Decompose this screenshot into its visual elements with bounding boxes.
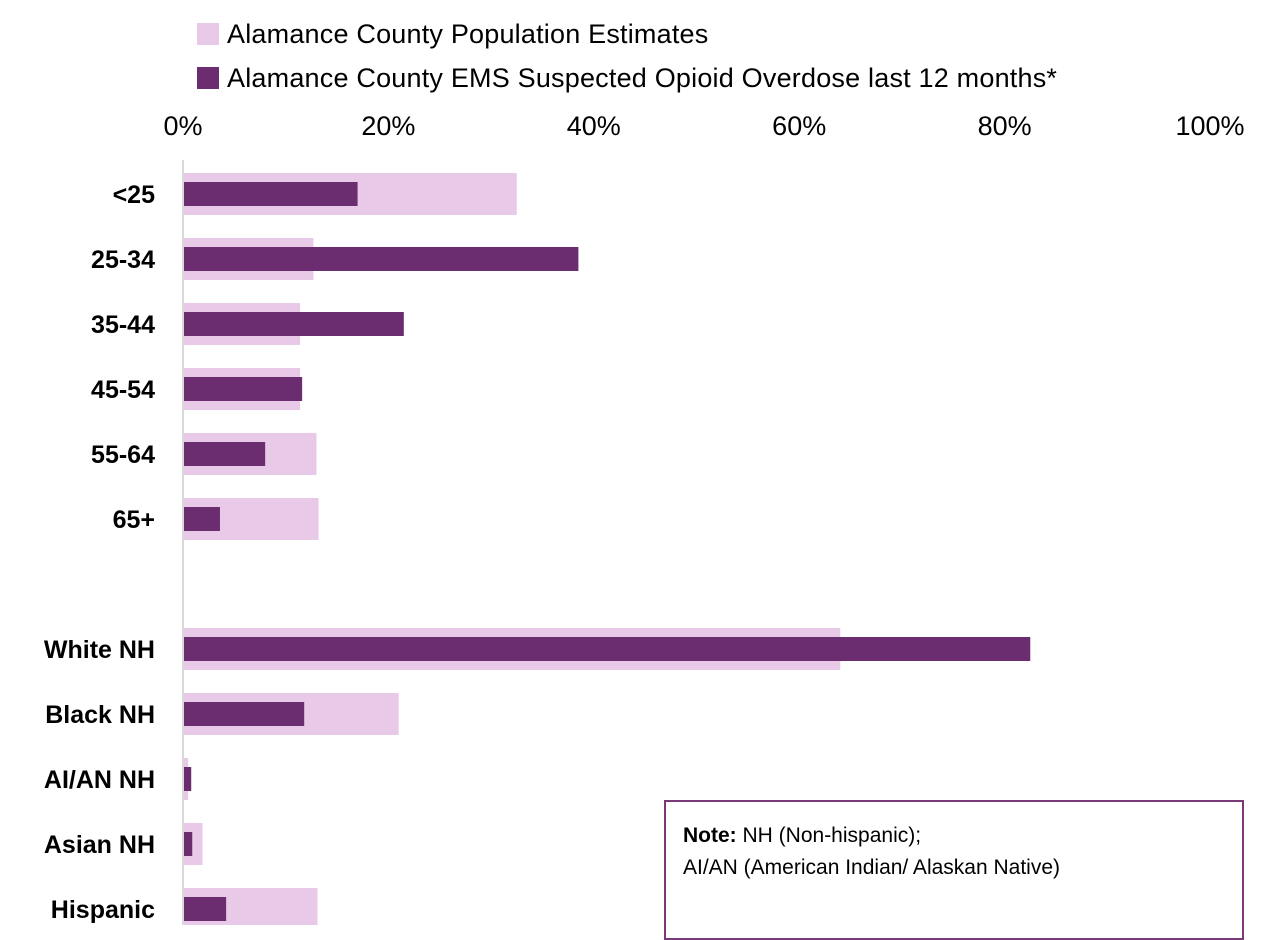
category-label: 55-64 xyxy=(91,441,155,469)
bar-overdose xyxy=(184,182,358,206)
category-label: Black NH xyxy=(45,701,155,729)
category-label: White NH xyxy=(44,636,155,664)
bar-overdose xyxy=(184,897,227,921)
legend-swatch-overdose xyxy=(197,67,219,89)
bar-overdose xyxy=(184,832,193,856)
note-line-1-text: NH (Non-hispanic); xyxy=(736,824,922,847)
bar-overdose xyxy=(184,377,303,401)
x-tick-label: 80% xyxy=(978,111,1032,141)
chart-legend: Alamance County Population Estimates Ala… xyxy=(197,12,1057,100)
category-label: Asian NH xyxy=(44,831,155,859)
category-label: <25 xyxy=(113,181,156,209)
category-label: 25-34 xyxy=(91,246,155,274)
x-tick-label: 20% xyxy=(361,111,415,141)
bar-overdose xyxy=(184,767,192,791)
legend-swatch-population xyxy=(197,23,219,45)
x-tick-label: 0% xyxy=(163,111,202,141)
note-box xyxy=(664,800,1244,940)
note-line-2: AI/AN (American Indian/ Alaskan Native) xyxy=(683,856,1060,879)
bar-overdose xyxy=(184,247,579,271)
category-label: 35-44 xyxy=(91,311,155,339)
x-tick-label: 60% xyxy=(772,111,826,141)
bar-overdose xyxy=(184,442,266,466)
x-tick-label: 100% xyxy=(1175,111,1244,141)
category-label: 65+ xyxy=(113,506,155,534)
bar-overdose xyxy=(184,637,1031,661)
note-label: Note: xyxy=(683,824,737,847)
category-label: AI/AN NH xyxy=(44,766,155,794)
legend-item-overdose: Alamance County EMS Suspected Opioid Ove… xyxy=(197,56,1057,100)
category-label: 45-54 xyxy=(91,376,155,404)
x-tick-label: 40% xyxy=(567,111,621,141)
note-line-1: Note: NH (Non-hispanic); xyxy=(683,820,1060,852)
legend-label-population: Alamance County Population Estimates xyxy=(227,18,709,49)
legend-label-overdose: Alamance County EMS Suspected Opioid Ove… xyxy=(227,62,1058,93)
note-text: Note: NH (Non-hispanic); AI/AN (American… xyxy=(683,820,1060,884)
bar-overdose xyxy=(184,312,404,336)
bar-overdose xyxy=(184,702,305,726)
category-label: Hispanic xyxy=(51,896,155,924)
bar-overdose xyxy=(184,507,220,531)
legend-item-population: Alamance County Population Estimates xyxy=(197,12,1057,56)
